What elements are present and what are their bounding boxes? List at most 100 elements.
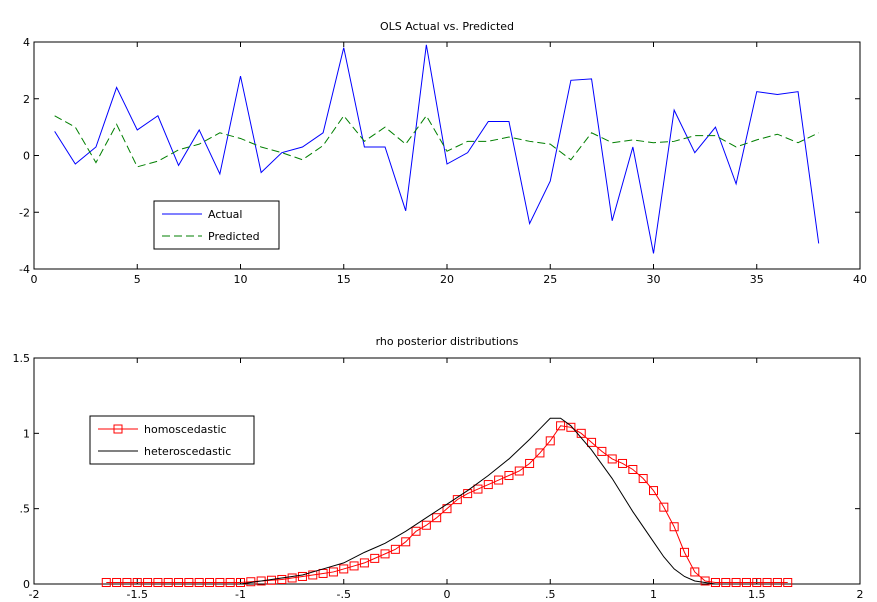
marker-homoscedastic	[380, 549, 390, 559]
bottom-xtick-label: .5	[545, 588, 556, 601]
marker-homoscedastic	[287, 573, 297, 583]
top-chart-actual-vs-predicted: OLS Actual vs. Predicted 0 5 10 15 20 25 30 35 4…	[19, 20, 867, 286]
top-chart-ticks: 0 5 10 15 20 25 30 35 40 -4 -2 0 2 4	[19, 36, 867, 286]
marker-homoscedastic	[700, 576, 710, 586]
marker-homoscedastic	[679, 547, 689, 557]
marker-homoscedastic	[225, 577, 235, 587]
legend-label-homoscedastic: homoscedastic	[144, 423, 227, 436]
series-line-predicted	[54, 114, 819, 168]
marker-homoscedastic	[772, 577, 782, 587]
marker-homoscedastic	[659, 502, 669, 512]
marker-homoscedastic	[421, 520, 431, 530]
marker-homoscedastic	[514, 466, 524, 476]
series-line-homoscedastic	[106, 425, 788, 583]
top-ytick-label: 0	[23, 150, 30, 163]
top-chart-series	[54, 44, 820, 254]
marker-homoscedastic	[349, 561, 359, 571]
top-xtick-label: 40	[853, 273, 867, 286]
top-xtick-label: 0	[31, 273, 38, 286]
top-ytick-label: -2	[19, 206, 30, 219]
bottom-chart-rho-posterior: rho posterior distributions -2 -1.5 -1 -.5 0…	[13, 335, 864, 601]
marker-homoscedastic	[153, 577, 163, 587]
top-xtick-label: 10	[234, 273, 248, 286]
top-xtick-label: 5	[134, 273, 141, 286]
marker-homoscedastic	[432, 513, 442, 523]
marker-homoscedastic	[328, 567, 338, 577]
bottom-xtick-label: -1.5	[127, 588, 148, 601]
bottom-chart-axes-frame	[33, 357, 861, 585]
marker-homoscedastic	[194, 577, 204, 587]
legend-label-heteroscedastic: heteroscedastic	[144, 445, 231, 458]
legend-label-actual: Actual	[208, 208, 242, 221]
marker-homoscedastic	[483, 480, 493, 490]
marker-homoscedastic	[731, 577, 741, 587]
marker-homoscedastic	[132, 577, 142, 587]
marker-homoscedastic	[122, 577, 132, 587]
bottom-ytick-label: 1	[23, 427, 30, 440]
marker-homoscedastic	[721, 577, 731, 587]
marker-homoscedastic	[256, 576, 266, 586]
top-ytick-label: -4	[19, 263, 30, 276]
marker-homoscedastic	[143, 577, 153, 587]
top-chart-legend: Actual Predicted	[153, 200, 280, 250]
top-xtick-label: 35	[750, 273, 764, 286]
bottom-ytick-label: 0	[23, 578, 30, 591]
marker-homoscedastic	[297, 571, 307, 581]
legend-box	[89, 415, 255, 465]
marker-homoscedastic	[783, 577, 793, 587]
top-xtick-label: 20	[440, 273, 454, 286]
marker-homoscedastic	[473, 484, 483, 494]
bottom-chart-legend: homoscedastic heteroscedastic	[89, 415, 255, 465]
top-ytick-label: 2	[23, 93, 30, 106]
marker-homoscedastic	[308, 570, 318, 580]
legend-label-predicted: Predicted	[208, 230, 260, 243]
top-chart-title: OLS Actual vs. Predicted	[380, 20, 514, 33]
marker-homoscedastic	[205, 577, 215, 587]
bottom-chart-title: rho posterior distributions	[376, 335, 519, 348]
marker-homoscedastic	[390, 544, 400, 554]
marker-homoscedastic	[215, 577, 225, 587]
marker-homoscedastic	[607, 454, 617, 464]
marker-homoscedastic	[504, 471, 514, 481]
bottom-xtick-label: 2	[857, 588, 864, 601]
top-xtick-label: 30	[647, 273, 661, 286]
marker-homoscedastic	[525, 458, 535, 468]
marker-homoscedastic	[597, 446, 607, 456]
marker-homoscedastic	[535, 448, 545, 458]
bottom-xtick-label: -.5	[337, 588, 351, 601]
marker-homoscedastic	[752, 577, 762, 587]
marker-homoscedastic	[618, 458, 628, 468]
marker-homoscedastic	[236, 577, 245, 587]
bottom-xtick-label: -2	[29, 588, 40, 601]
marker-homoscedastic	[690, 567, 700, 577]
top-ytick-label: 4	[23, 36, 30, 49]
bottom-xtick-label: 1.5	[748, 588, 766, 601]
marker-homoscedastic	[649, 486, 658, 496]
marker-homoscedastic	[638, 474, 648, 484]
bottom-chart-series	[101, 417, 793, 587]
marker-homoscedastic	[494, 475, 504, 485]
marker-homoscedastic	[556, 421, 566, 431]
marker-homoscedastic	[545, 436, 555, 446]
bottom-chart-ticks: -2 -1.5 -1 -.5 0 .5 1 1.5 2 0 .5 1 1.5	[13, 352, 864, 601]
marker-homoscedastic	[628, 464, 638, 474]
marker-homoscedastic	[411, 526, 421, 536]
series-line-actual	[54, 44, 820, 254]
marker-homoscedastic	[184, 577, 194, 587]
top-xtick-label: 15	[337, 273, 351, 286]
bottom-ytick-label: .5	[20, 503, 31, 516]
bottom-xtick-label: 0	[444, 588, 451, 601]
marker-homoscedastic	[112, 577, 122, 587]
bottom-ytick-label: 1.5	[13, 352, 31, 365]
marker-homoscedastic	[710, 577, 720, 587]
legend-marker-homoscedastic	[113, 424, 123, 434]
top-xtick-label: 25	[543, 273, 557, 286]
marker-homoscedastic	[339, 564, 349, 574]
series-line-heteroscedastic	[240, 417, 716, 585]
marker-homoscedastic	[174, 577, 184, 587]
marker-homoscedastic	[741, 577, 751, 587]
marker-homoscedastic	[277, 574, 287, 584]
marker-homoscedastic	[587, 437, 597, 447]
legend-box	[153, 200, 280, 250]
